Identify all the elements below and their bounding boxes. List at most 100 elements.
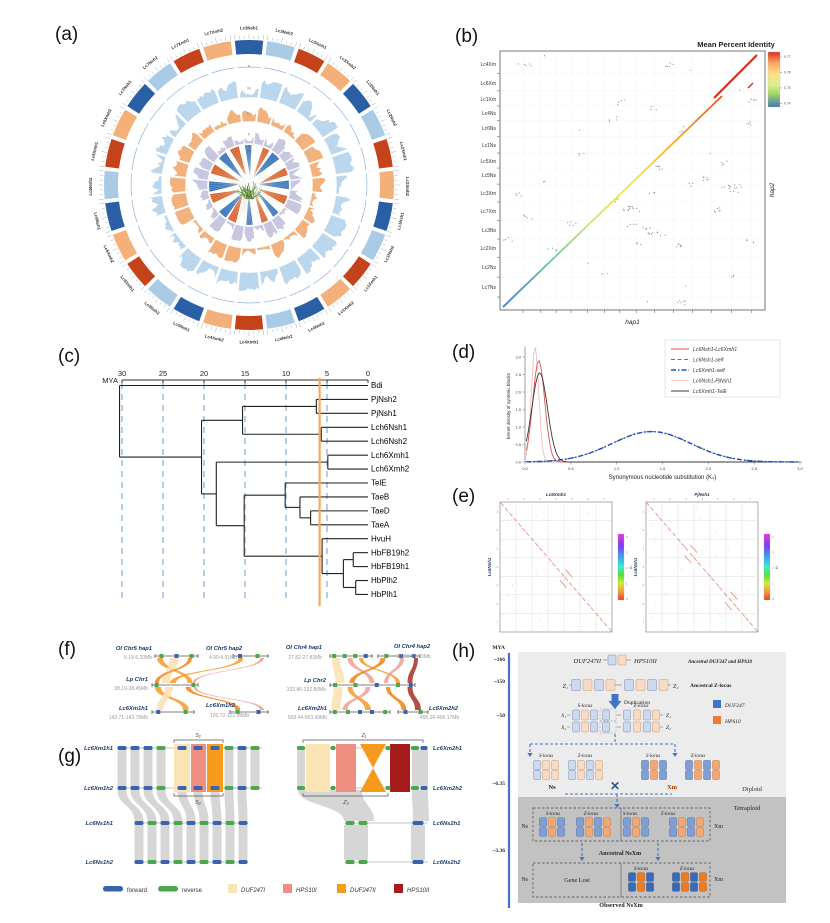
h-axis-tick: ~6.35 (493, 781, 506, 787)
e-x-tick: 1 (653, 497, 655, 501)
dotplot-row-label: Lc3Ns (482, 228, 497, 234)
e-x-tick: 5 (571, 497, 573, 501)
f-segment-name: Lp Chr1 (126, 677, 148, 683)
dotplot-row-label: Lc7Ns (482, 285, 497, 291)
bracket-z2: Z₂ (342, 800, 349, 806)
tree-axis-tick: 10 (282, 369, 290, 378)
h-ancestral-nsxm: Ancestral NsXm (599, 851, 641, 857)
circos-sector-label: Lc2Xmh1 (399, 141, 408, 161)
kde-y-tick: 3.0 (515, 355, 521, 360)
e-x-tick: 5 (717, 497, 719, 501)
circos-sector-label: Lc5Xmh2 (103, 244, 116, 264)
e-colorbar-tick: 3 (772, 551, 774, 555)
e-colorbar-tick: 0 (772, 597, 774, 601)
circos-sector-label: Lc7Nsh1 (118, 79, 133, 97)
kde-y-tick: 0.0 (515, 460, 521, 465)
e-x-tick: 6 (587, 497, 589, 501)
f-segment-range: 27.53-27.53Mb (397, 654, 431, 660)
f-segment-name: Ol Chr4 hap1 (286, 645, 322, 651)
h-axis-tick: ~150 (494, 679, 505, 685)
h-ns: Ns (521, 877, 528, 883)
circos-link-fans (208, 144, 290, 226)
h-axis-tick: ~166 (494, 657, 505, 663)
g-legend-label: DUF247II (350, 888, 376, 894)
kde-x-tick: 0.5 (568, 466, 574, 471)
e-y-tick: 5 (496, 584, 498, 588)
e-plot: 1 1 2 2 3 3 4 4 5 5 6 6 7 7 PjNsh1 Lc6Nsh1 4 3 2 1 0 Kₛ (633, 492, 779, 633)
e-plot-ylabel: Lc6Nsh1 (487, 557, 492, 576)
e-y-tick: 7 (496, 621, 498, 625)
h-z-locus: Z-locus (634, 704, 649, 709)
h-tetraploid: Tetraploid (734, 805, 761, 812)
f-segment-range: 27.82-27.83Mb (288, 655, 322, 661)
kde-legend-label: Lc6Nsh1-Lc6Xmh1 (693, 347, 737, 353)
h-ns: Ns (521, 824, 528, 830)
circos-sector-label: Lc1Xmh2 (337, 300, 356, 316)
dotplot-row-label: Lc2Ns (482, 265, 497, 271)
circos-sector-label: Lc4Nsh1 (307, 320, 326, 333)
h-duf247II: DUF247II (573, 658, 602, 665)
f-group: Ol Chr4 hap1 27.82-27.83Mb Ol Chr4 hap2 27.… (286, 644, 459, 721)
panel-h-model: MYA ~166 ~150 ~50 ~6.35 ~3.36 DUF247II HPS10II A… (492, 645, 786, 909)
f-group: Ol Chr5 hap1 5.19-5.20Mb Ol Chr5 hap2 4.90-… (109, 646, 269, 721)
circos-sector-label: Lc4Xmh1 (239, 340, 259, 345)
panel-label-h: (h) (452, 641, 475, 662)
dotplot-row-label: Lc7Xm (480, 209, 496, 215)
panel-g-blocks: S₁ S₂ Z₁ Z₂ Lc6Xm1h1 Lc6Xm2h1 Lc6Xm1h2 Lc6Xm2h2… (84, 733, 463, 894)
e-colorbar-tick: 4 (772, 535, 774, 539)
tree-leaf-label: HbFB19h2 (371, 548, 410, 557)
dotplot-xlabel: hap1 (625, 319, 640, 326)
dotplot-row-label: Lc5Xm (480, 159, 496, 165)
e-y-tick: 6 (496, 602, 498, 606)
kde-x-tick: 3.0 (797, 466, 803, 471)
circos-track-numeral: V (248, 133, 251, 137)
h-s-locus: S-locus (634, 867, 648, 872)
tree-axis-tick: 25 (159, 369, 167, 378)
circos-track-numeral: II (248, 65, 250, 69)
kde-y-tick: 1.5 (515, 407, 521, 412)
g-legend-label: forward (127, 888, 147, 894)
e-x-tick: 2 (669, 497, 671, 501)
circos-track-numeral: I (248, 46, 249, 50)
f-segment-name: Lc6Xm1h1 (119, 706, 148, 712)
f-segment-range: 5.19-5.20Mb (124, 655, 152, 661)
dotplot-ylabel: hap2 (769, 182, 776, 197)
h-legend-label: HPS10 (724, 719, 741, 725)
e-y-tick: 1 (496, 509, 498, 513)
e-plot-xlabel: PjNsh1 (694, 492, 710, 497)
e-colorbar-tick: 2 (626, 566, 628, 570)
dotplot-scatter (503, 55, 757, 306)
h-s-row-label: S₁ (561, 713, 566, 719)
f-segment-name: Lc6Xm1h2 (206, 703, 236, 709)
h-z2: Z₂ (673, 684, 678, 690)
f-segment-name: Ol Chr5 hap1 (116, 646, 152, 652)
kde-y-tick: 2.5 (515, 372, 521, 377)
g-row-label: Lc6Ns2h2 (433, 860, 461, 866)
h-s-locus: S-locus (578, 704, 593, 709)
tree-axis-tick: 20 (200, 369, 208, 378)
h-ancestral-z: Ancestral Z-locus (690, 683, 731, 689)
e-x-tick: 1 (507, 497, 509, 501)
tree-leaf-label: Lch6Nsh1 (371, 423, 408, 432)
f-segment-range: 332.86-332.80Mb (287, 687, 326, 693)
circos-sector-label: Lc6Nsh1 (93, 212, 102, 231)
g-row-label: Lc6Ns1h2 (86, 860, 114, 866)
tree-leaf-label: HbPlh2 (371, 576, 398, 585)
circos-sector-label: Lc7Nsh2 (142, 55, 160, 70)
kde-curve (526, 431, 800, 463)
tree-leaf-label: PjNsh2 (371, 395, 397, 404)
h-ns: Ns (548, 784, 556, 791)
e-y-tick: 4 (496, 565, 498, 569)
g-row-label: Lc6Xm2h2 (433, 786, 463, 792)
bracket-z1: Z₁ (360, 733, 366, 739)
circos-sector-label: Lc2Xmh2 (405, 177, 410, 197)
tree-leaf-label: TaeD (371, 506, 390, 515)
circos-sector-label: Lc1Nsh1 (396, 211, 405, 230)
e-colorbar-tick: 1 (772, 582, 774, 586)
circos-sector-label: Lc2Nsh2 (386, 109, 399, 128)
kde-legend-label: Lc6Nsh1-self (693, 358, 724, 364)
e-plot: 1 1 2 2 3 3 4 4 5 5 6 6 7 7 Lc6Xmh1 Lc6Nsh1 4 3 2 1 0 Kₛ (487, 492, 633, 633)
circos-sector-label: Lc7Xmh2 (204, 27, 224, 36)
circos-sector-ring: Lc3Nsh1 Lc3Nsh2 Lc3Xmh1 Lc3Xmh2 Lc2Nsh1 Lc2Ns… (88, 26, 410, 345)
tree-leaf-label: TaeA (371, 520, 390, 529)
